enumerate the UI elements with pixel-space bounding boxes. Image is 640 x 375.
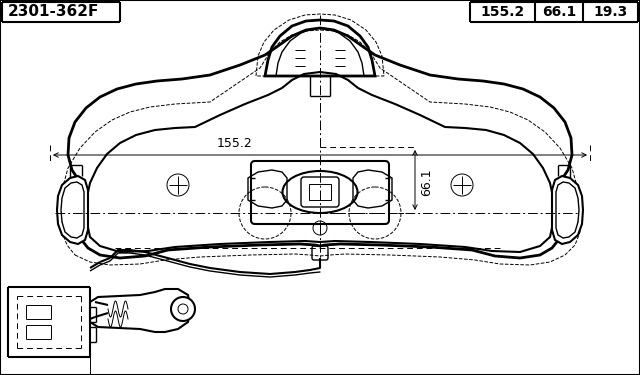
Text: 2301-362F: 2301-362F: [8, 4, 99, 20]
Polygon shape: [61, 182, 84, 238]
Circle shape: [171, 297, 195, 321]
Text: 155.2: 155.2: [481, 5, 525, 19]
Polygon shape: [556, 182, 579, 238]
Polygon shape: [552, 176, 583, 244]
Text: 155.2: 155.2: [217, 137, 253, 150]
Text: 66.1: 66.1: [420, 168, 433, 196]
Polygon shape: [90, 289, 190, 332]
Text: 19.3: 19.3: [593, 5, 628, 19]
Polygon shape: [57, 176, 88, 244]
Text: 66.1: 66.1: [542, 5, 576, 19]
